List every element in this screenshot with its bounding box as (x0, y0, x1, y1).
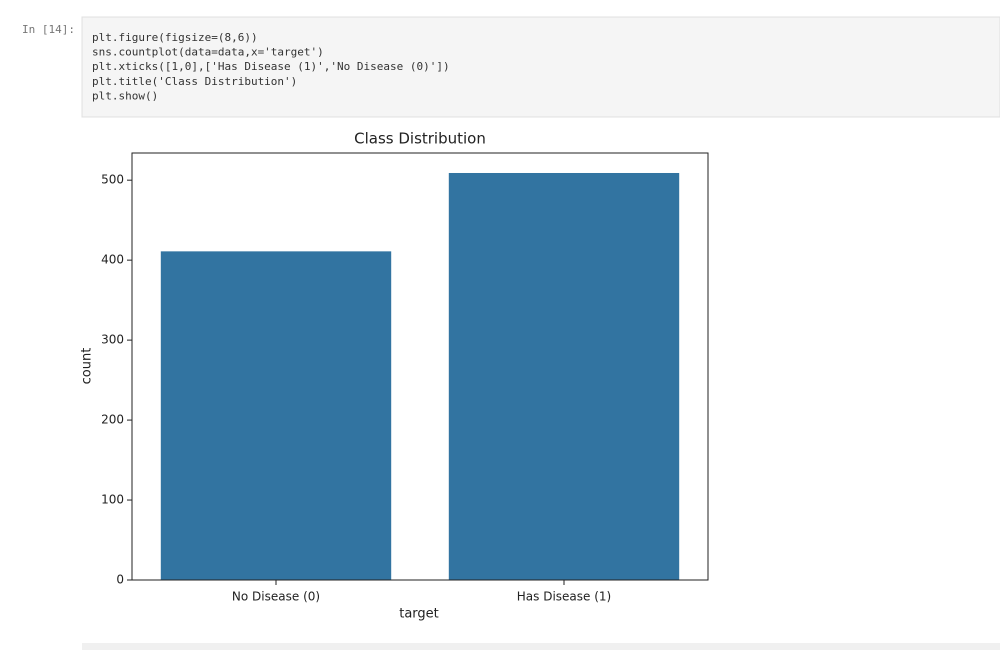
bar (448, 172, 680, 580)
y-tick-label: 100 (101, 493, 124, 507)
x-tick-label: No Disease (0) (232, 590, 320, 604)
axes-frame (131, 152, 709, 581)
y-tick-label: 500 (101, 173, 124, 187)
code-line: plt.title('Class Distribution') (92, 75, 297, 88)
y-axis-label: count (80, 348, 95, 385)
cell-prompt: In [14]: (22, 23, 75, 36)
y-tick-label: 400 (101, 253, 124, 267)
code-line: plt.show() (92, 89, 158, 102)
bar (160, 251, 392, 580)
x-axis-label: target (399, 607, 439, 622)
y-tick-label: 300 (101, 333, 124, 347)
code-line: plt.xticks([1,0],['Has Disease (1)','No … (92, 60, 450, 73)
chart: Class Distribution target count 0 100 200 3… (80, 130, 709, 622)
y-tick-label: 0 (116, 573, 124, 587)
y-tick-label: 200 (101, 413, 124, 427)
chart-title: Class Distribution (354, 130, 486, 148)
code-line: sns.countplot(data=data,x='target') (92, 46, 324, 59)
code-cell[interactable] (81, 16, 1000, 118)
x-tick-label: Has Disease (1) (517, 590, 611, 604)
code-lines: plt.figure(figsize=(8,6)) sns.countplot(d… (92, 31, 450, 102)
next-cell[interactable] (82, 643, 1000, 650)
code-line: plt.figure(figsize=(8,6)) (92, 31, 258, 44)
